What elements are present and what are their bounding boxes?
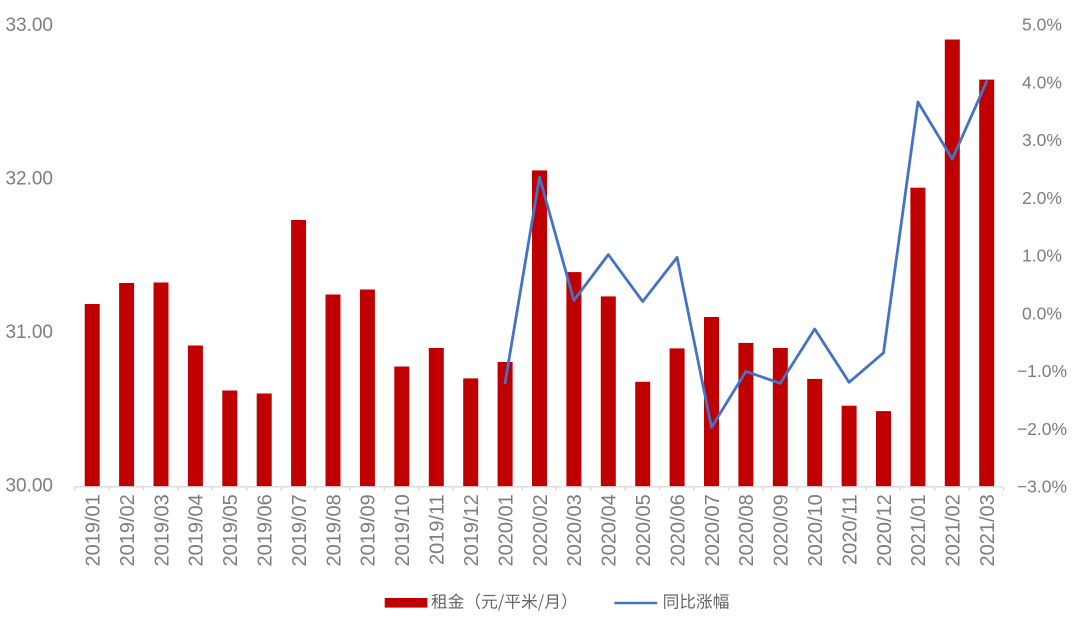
svg-text:2019/05: 2019/05 [220,494,242,566]
svg-text:−2.0%: −2.0% [1017,419,1067,439]
svg-text:2019/07: 2019/07 [289,494,311,566]
svg-text:2019/12: 2019/12 [461,494,483,566]
svg-text:−1.0%: −1.0% [1017,361,1067,381]
svg-text:−3.0%: −3.0% [1017,477,1067,497]
svg-text:2021/01: 2021/01 [908,494,930,566]
svg-text:0.0%: 0.0% [1022,303,1062,323]
svg-text:30.00: 30.00 [5,476,53,497]
svg-text:2021/02: 2021/02 [943,494,965,566]
svg-text:2019/03: 2019/03 [151,494,173,566]
svg-text:4.0%: 4.0% [1022,72,1062,92]
svg-text:2019/10: 2019/10 [392,494,414,566]
svg-text:2020/01: 2020/01 [495,494,517,566]
svg-text:33.00: 33.00 [5,15,53,36]
svg-text:2020/07: 2020/07 [702,494,724,566]
svg-text:2020/04: 2020/04 [599,494,621,566]
svg-text:2021/03: 2021/03 [977,494,999,566]
svg-text:2019/02: 2019/02 [117,494,139,566]
svg-text:2020/03: 2020/03 [564,494,586,566]
svg-text:2020/06: 2020/06 [667,494,689,566]
svg-text:2019/08: 2019/08 [323,494,345,566]
svg-text:2020/10: 2020/10 [805,494,827,566]
svg-text:31.00: 31.00 [5,322,53,343]
svg-text:2019/11: 2019/11 [427,494,449,565]
svg-text:2019/06: 2019/06 [255,494,277,566]
svg-text:2.0%: 2.0% [1022,188,1062,208]
svg-text:1.0%: 1.0% [1022,246,1062,266]
svg-text:2020/05: 2020/05 [633,494,655,566]
svg-text:2020/12: 2020/12 [874,494,896,566]
svg-text:2020/08: 2020/08 [736,494,758,566]
svg-text:2020/09: 2020/09 [771,494,793,566]
svg-text:5.0%: 5.0% [1022,15,1062,35]
svg-text:32.00: 32.00 [5,169,53,190]
svg-text:2019/04: 2019/04 [186,494,208,566]
svg-text:2019/09: 2019/09 [358,494,380,566]
svg-text:2019/01: 2019/01 [83,494,105,566]
svg-text:2020/02: 2020/02 [530,494,552,566]
svg-text:3.0%: 3.0% [1022,130,1062,150]
svg-text:2020/11: 2020/11 [839,494,861,565]
